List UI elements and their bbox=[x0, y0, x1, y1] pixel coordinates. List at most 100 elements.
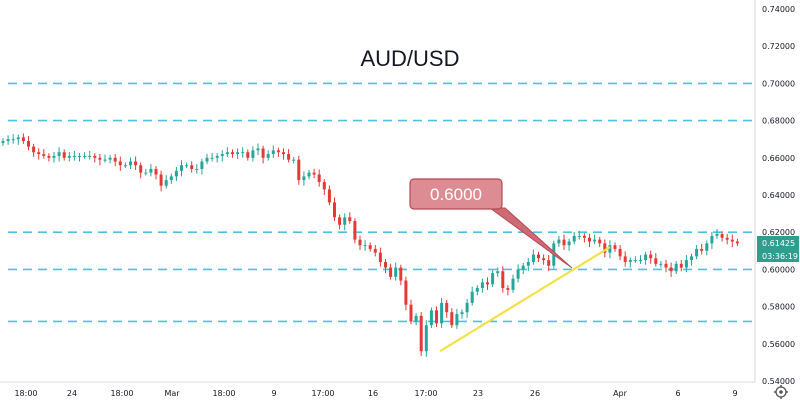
candle bbox=[1, 138, 5, 146]
candle bbox=[282, 148, 285, 160]
candle-body bbox=[47, 155, 51, 158]
candle-body bbox=[129, 161, 132, 166]
candle-body bbox=[516, 269, 520, 279]
gear-icon[interactable] bbox=[774, 385, 788, 399]
candle-body bbox=[297, 159, 301, 181]
candle bbox=[720, 231, 724, 242]
candle-body bbox=[526, 261, 530, 266]
trendline-layer[interactable] bbox=[439, 246, 611, 353]
candle bbox=[435, 306, 438, 328]
candle-body bbox=[470, 291, 474, 303]
candle-body bbox=[200, 161, 204, 169]
candle bbox=[215, 153, 219, 163]
candle bbox=[537, 251, 540, 262]
candle-body bbox=[333, 202, 336, 218]
x-tick-label: Apr bbox=[613, 389, 628, 398]
candle-body bbox=[404, 280, 408, 305]
candle bbox=[649, 250, 653, 264]
candle-body bbox=[42, 154, 46, 156]
candle-body bbox=[679, 263, 683, 268]
candle bbox=[256, 143, 260, 156]
candle-body bbox=[414, 315, 418, 322]
candle-body bbox=[363, 245, 367, 247]
candle-body bbox=[282, 152, 285, 155]
price-axis[interactable]: 0.74000 0.72000 0.70000 0.68000 0.66000 0.640… bbox=[754, 0, 799, 386]
candle-body bbox=[144, 172, 148, 174]
candle-body bbox=[506, 288, 510, 290]
candle bbox=[491, 270, 495, 288]
candle bbox=[450, 308, 454, 328]
candle-body bbox=[649, 254, 653, 259]
candle-body bbox=[353, 221, 357, 240]
candle-body bbox=[52, 155, 56, 158]
candle-body bbox=[608, 245, 612, 253]
candle bbox=[88, 150, 92, 160]
candle bbox=[669, 262, 673, 277]
candle bbox=[118, 156, 122, 171]
candle-body bbox=[399, 267, 403, 281]
candle bbox=[725, 233, 729, 245]
candle-body bbox=[180, 165, 183, 171]
candle bbox=[598, 236, 602, 248]
candle-body bbox=[715, 234, 719, 236]
candle-body bbox=[695, 248, 699, 257]
candle-body bbox=[480, 282, 484, 288]
candle bbox=[394, 262, 398, 281]
candle bbox=[511, 274, 515, 293]
candle bbox=[496, 267, 500, 277]
x-tick-label: 6 bbox=[675, 389, 680, 398]
y-tick-label: 0.74000 bbox=[762, 5, 795, 14]
price-callout[interactable]: 0.6000 bbox=[409, 178, 573, 269]
candle bbox=[644, 251, 648, 265]
candle bbox=[164, 175, 168, 189]
candle-body bbox=[149, 168, 153, 173]
candle-body bbox=[307, 172, 311, 177]
callout-box bbox=[409, 178, 503, 210]
candle bbox=[98, 153, 102, 166]
candle-body bbox=[225, 152, 229, 155]
y-tick-label: 0.68000 bbox=[762, 117, 795, 126]
candle-body bbox=[501, 271, 505, 288]
candle-body bbox=[27, 141, 30, 147]
candle bbox=[195, 163, 199, 174]
time-axis[interactable]: 18:00 24 18:00 Mar 18:00 9 17:00 16 17:00 23 26 Apr… bbox=[0, 381, 755, 398]
candle-body bbox=[730, 239, 734, 242]
candle bbox=[251, 146, 255, 162]
candle-body bbox=[445, 302, 449, 313]
candle bbox=[37, 148, 41, 160]
candle-body bbox=[521, 265, 525, 270]
candle-body bbox=[317, 174, 321, 182]
candle-body bbox=[67, 155, 71, 158]
candle bbox=[460, 309, 464, 319]
candle-body bbox=[588, 237, 591, 242]
candle-body bbox=[256, 148, 260, 151]
y-tick-label: 0.66000 bbox=[762, 154, 795, 163]
candle bbox=[144, 168, 148, 176]
candle-body bbox=[664, 263, 668, 268]
candle-body bbox=[292, 159, 296, 161]
candle bbox=[384, 259, 387, 274]
candle bbox=[373, 245, 377, 257]
candle-body bbox=[593, 239, 597, 242]
y-tick-label: 0.58000 bbox=[762, 303, 795, 312]
candle bbox=[134, 156, 138, 170]
candle-body bbox=[669, 267, 673, 272]
candle-body bbox=[429, 310, 433, 326]
candle bbox=[139, 162, 143, 179]
candle bbox=[501, 266, 505, 293]
candle bbox=[236, 148, 240, 159]
candle-body bbox=[32, 146, 36, 153]
candle bbox=[123, 162, 127, 169]
y-tick-label: 0.72000 bbox=[762, 42, 795, 51]
x-tick-label: 9 bbox=[271, 389, 276, 398]
candle bbox=[174, 166, 178, 182]
x-tick-label: 24 bbox=[67, 389, 77, 398]
candle-body bbox=[475, 288, 479, 292]
candle bbox=[735, 238, 739, 247]
candle bbox=[475, 285, 479, 296]
callout-pointer bbox=[488, 207, 573, 269]
candle bbox=[180, 160, 183, 177]
candle-body bbox=[537, 254, 540, 259]
candle bbox=[225, 147, 229, 157]
